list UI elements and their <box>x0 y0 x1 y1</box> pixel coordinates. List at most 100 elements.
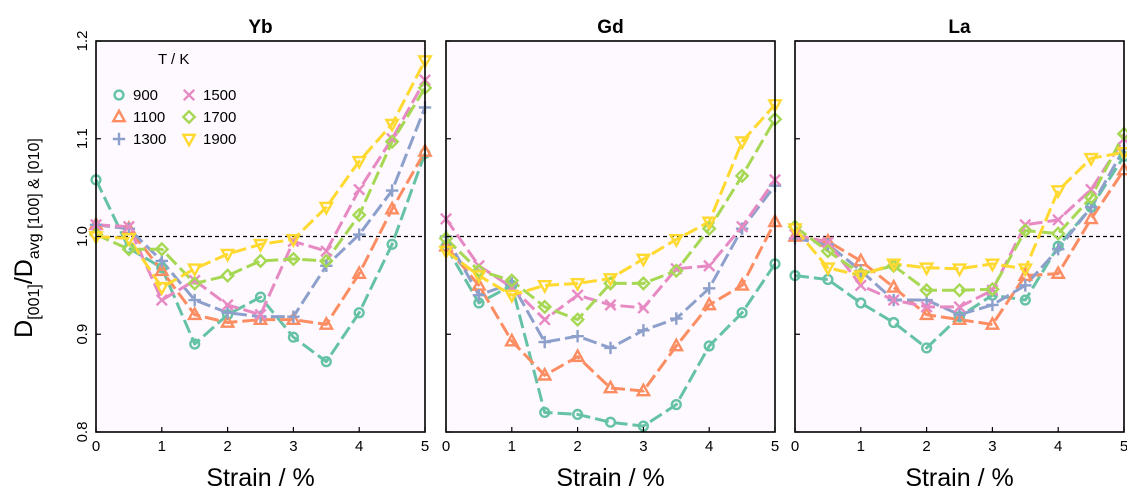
series-line-1700 <box>444 118 777 322</box>
data-point-1700 <box>1083 190 1099 205</box>
y-tick-label: 1.0 <box>74 226 91 247</box>
data-point-1100 <box>569 348 586 363</box>
data-point-1900 <box>853 270 869 285</box>
data-point-1900 <box>635 253 652 268</box>
data-point-1300 <box>155 254 168 268</box>
data-point-1900 <box>820 262 836 277</box>
y-tick-label: 1.2 <box>74 31 91 52</box>
series-line-1100 <box>444 221 777 393</box>
data-point-1900 <box>186 263 203 278</box>
data-point-1300 <box>571 330 584 343</box>
y-axis-label: D[001]/Davg [100] & [010] <box>10 138 43 338</box>
data-point-1900 <box>252 238 269 254</box>
x-tick-label: 5 <box>1120 438 1127 455</box>
data-point-1900 <box>1050 185 1066 200</box>
data-point-1700 <box>952 282 967 298</box>
data-point-1900 <box>154 281 170 297</box>
data-point-1500 <box>254 308 267 321</box>
y-tick-label: 0.8 <box>74 422 91 443</box>
series-line-1700 <box>794 133 1126 292</box>
data-point-900 <box>703 340 715 352</box>
data-point-1500 <box>821 236 834 249</box>
data-point-1700 <box>351 207 367 223</box>
data-point-1300 <box>538 335 551 349</box>
data-point-1700 <box>253 253 268 269</box>
chart-panels: Yb 0 1 2 3 4 5 0.8 0.9 1.0 1.1 1.2 Strain / % Gd 0 1 2 3 4… <box>74 17 1127 492</box>
data-point-900 <box>888 316 900 329</box>
panel-title: La <box>948 17 971 38</box>
data-point-1300 <box>122 222 136 235</box>
series-line-900 <box>94 152 427 364</box>
x-tick-label: 1 <box>158 438 166 455</box>
data-point-900 <box>1019 294 1031 306</box>
data-point-1900 <box>885 258 902 273</box>
data-point-1500 <box>221 298 234 311</box>
panel-title: Yb <box>248 17 272 38</box>
data-point-1700 <box>701 221 717 237</box>
data-point-1100 <box>318 315 335 330</box>
data-point-1500 <box>538 313 551 326</box>
data-point-1700 <box>121 241 137 257</box>
data-point-1900 <box>219 248 236 263</box>
x-tick-label: 3 <box>289 438 297 455</box>
panel-yb: Yb 0 1 2 3 4 5 0.8 0.9 1.0 1.1 1.2 Strain / % <box>74 17 433 492</box>
x-tick-label: 3 <box>639 438 647 455</box>
data-point-1500 <box>353 183 366 196</box>
data-point-1700 <box>603 276 618 291</box>
panel-la: La 0 1 2 3 4 5 Strain / % <box>787 17 1127 492</box>
series-line-1100 <box>794 169 1126 326</box>
legend-marker-1900 <box>181 133 197 148</box>
data-point-1300 <box>604 341 617 355</box>
data-point-1100 <box>602 379 619 394</box>
data-point-1700 <box>636 276 651 291</box>
legend-label: 1500 <box>203 87 236 104</box>
data-point-1100 <box>668 337 685 352</box>
data-point-1500 <box>887 293 900 307</box>
x-tick-label: 2 <box>573 438 581 455</box>
data-point-1100 <box>734 276 750 291</box>
data-point-1100 <box>1083 210 1099 225</box>
legend-label: 1300 <box>133 131 166 148</box>
data-point-1300 <box>221 306 234 319</box>
data-point-1100 <box>536 366 553 381</box>
data-point-1900 <box>1083 152 1099 167</box>
data-point-1900 <box>701 216 717 231</box>
data-point-1300 <box>254 310 267 323</box>
legend-marker-900 <box>113 89 125 101</box>
data-point-1900 <box>951 263 968 278</box>
data-point-900 <box>855 297 867 309</box>
data-point-1700 <box>1050 226 1066 241</box>
x-tick-label: 1 <box>508 438 516 455</box>
x-tick-label: 0 <box>791 438 799 455</box>
data-point-1700 <box>570 312 585 327</box>
legend-item-1900: 1900 <box>181 131 236 148</box>
data-point-1700 <box>154 241 170 257</box>
data-point-1700 <box>820 243 836 259</box>
data-point-1100 <box>885 278 902 293</box>
data-point-1900 <box>918 262 935 277</box>
x-tick-label: 0 <box>92 438 100 455</box>
legend-label: 1100 <box>133 109 165 126</box>
data-point-1100 <box>186 306 203 321</box>
data-point-1100 <box>351 264 367 280</box>
series-line-1700 <box>95 87 427 285</box>
data-point-1300 <box>1052 243 1065 256</box>
data-point-1300 <box>670 312 683 325</box>
data-point-900 <box>604 416 617 428</box>
data-point-1300 <box>637 324 650 337</box>
data-point-1300 <box>735 222 749 235</box>
data-point-1700 <box>384 134 400 150</box>
data-point-1500 <box>637 301 650 314</box>
data-point-900 <box>571 408 584 421</box>
data-point-1500 <box>604 298 617 311</box>
data-point-1100 <box>504 332 520 347</box>
data-point-1500 <box>188 274 201 287</box>
y-tick-label: 0.9 <box>74 324 91 345</box>
legend-marker-1300 <box>112 132 126 146</box>
x-tick-label: 4 <box>705 438 713 455</box>
data-point-1700 <box>220 268 235 283</box>
data-point-1700 <box>919 282 934 298</box>
data-point-1300 <box>385 184 399 197</box>
data-point-1900 <box>285 234 302 249</box>
